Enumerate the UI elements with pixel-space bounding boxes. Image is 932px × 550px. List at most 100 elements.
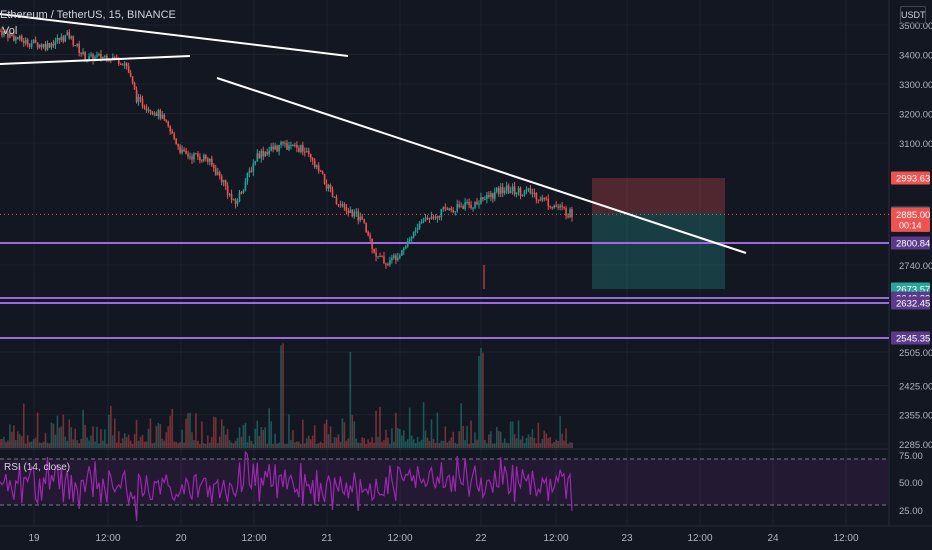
candle-body xyxy=(62,36,65,42)
volume-bar xyxy=(115,442,118,448)
trendline-descending[interactable] xyxy=(216,77,747,254)
volume-bar xyxy=(262,429,265,448)
volume-bar xyxy=(436,412,439,448)
candle-body xyxy=(38,44,41,48)
candle-body xyxy=(474,201,476,208)
candle-body xyxy=(20,36,23,42)
candle-body xyxy=(507,185,510,194)
candle-body xyxy=(252,163,255,172)
candle-body xyxy=(266,152,268,155)
volume-bar xyxy=(155,426,158,448)
candle-body xyxy=(531,192,534,194)
take-profit-zone[interactable] xyxy=(592,213,725,289)
candle-body xyxy=(400,250,403,256)
volume-bar xyxy=(278,442,280,448)
candle-body xyxy=(26,39,29,45)
volume-bar xyxy=(337,434,340,448)
volume-bar xyxy=(242,424,245,448)
candle-body xyxy=(486,194,488,199)
volume-bar xyxy=(32,439,35,448)
candle-body xyxy=(113,57,116,59)
volume-bar xyxy=(501,442,504,448)
candle-body xyxy=(561,205,563,207)
volume-bar xyxy=(357,442,360,448)
volume-bar xyxy=(476,439,478,448)
candle-body xyxy=(40,44,43,48)
volume-bar xyxy=(141,434,144,448)
trendline-upper[interactable] xyxy=(0,13,349,57)
volume-bar xyxy=(44,432,47,448)
candle-body xyxy=(553,205,555,208)
volume-bar xyxy=(127,434,130,448)
volume-bar xyxy=(379,406,381,448)
candle-body xyxy=(250,170,253,172)
volume-bar xyxy=(98,443,100,448)
volume-bar xyxy=(367,439,369,448)
candle-body xyxy=(466,201,468,203)
candle-body xyxy=(488,194,490,198)
candle-body xyxy=(102,57,104,59)
candle-body xyxy=(353,212,356,217)
candle-body xyxy=(3,31,5,36)
stop-loss-zone[interactable] xyxy=(592,178,725,213)
candle-body xyxy=(197,153,199,157)
volume-bar xyxy=(559,416,561,448)
volume-bar xyxy=(561,433,563,448)
volume-bar xyxy=(163,440,166,448)
candle-body xyxy=(444,207,447,209)
volume-bar xyxy=(452,431,455,448)
candle-body xyxy=(543,197,546,199)
trendline-lower[interactable] xyxy=(0,55,191,65)
volume-bar xyxy=(112,435,114,448)
volume-bar xyxy=(438,443,441,448)
candle-body xyxy=(300,145,302,153)
candle-body xyxy=(533,192,536,194)
volume-bar xyxy=(422,402,425,448)
candle-body xyxy=(78,43,80,53)
volume-bar xyxy=(284,443,286,448)
volume-bar xyxy=(513,433,516,448)
volume-bar xyxy=(494,443,496,448)
candle-body xyxy=(205,155,207,159)
candle-body xyxy=(399,255,401,258)
candle-body xyxy=(119,63,122,65)
candle-body xyxy=(359,216,362,221)
candle-body xyxy=(15,37,17,41)
candle-body xyxy=(1,30,3,36)
volume-bar xyxy=(149,418,152,448)
candle-body xyxy=(420,221,423,224)
volume-bar xyxy=(478,356,480,448)
candle-body xyxy=(331,188,334,198)
candle-body xyxy=(96,55,98,57)
volume-bar xyxy=(70,427,73,448)
candle-body xyxy=(260,150,263,159)
volume-bar xyxy=(24,443,27,448)
candle-body xyxy=(264,152,267,157)
currency-button[interactable]: USDT xyxy=(900,6,926,24)
volume-bar xyxy=(484,439,486,448)
volume-bar xyxy=(557,440,559,448)
volume-bar xyxy=(402,430,405,448)
volume-bar xyxy=(228,440,231,448)
volume-bar xyxy=(30,441,33,448)
candle-body xyxy=(309,154,312,159)
volume-bar xyxy=(428,440,431,448)
candle-body xyxy=(195,153,197,155)
candle-body xyxy=(125,63,128,67)
candle-body xyxy=(163,114,166,120)
candle-body xyxy=(280,142,282,145)
volume-bar xyxy=(34,437,37,448)
candle-body xyxy=(357,211,360,221)
candle-body xyxy=(385,263,387,265)
candle-body xyxy=(537,199,540,201)
volume-bar xyxy=(365,443,367,448)
volume-bar xyxy=(298,441,300,448)
volume-bar xyxy=(80,438,82,448)
volume-bar xyxy=(167,426,170,448)
candle-body xyxy=(343,204,346,207)
candle-body xyxy=(135,89,138,102)
candle-body xyxy=(54,41,57,46)
price-label-tag xyxy=(891,207,930,232)
volume-bar xyxy=(482,352,484,448)
